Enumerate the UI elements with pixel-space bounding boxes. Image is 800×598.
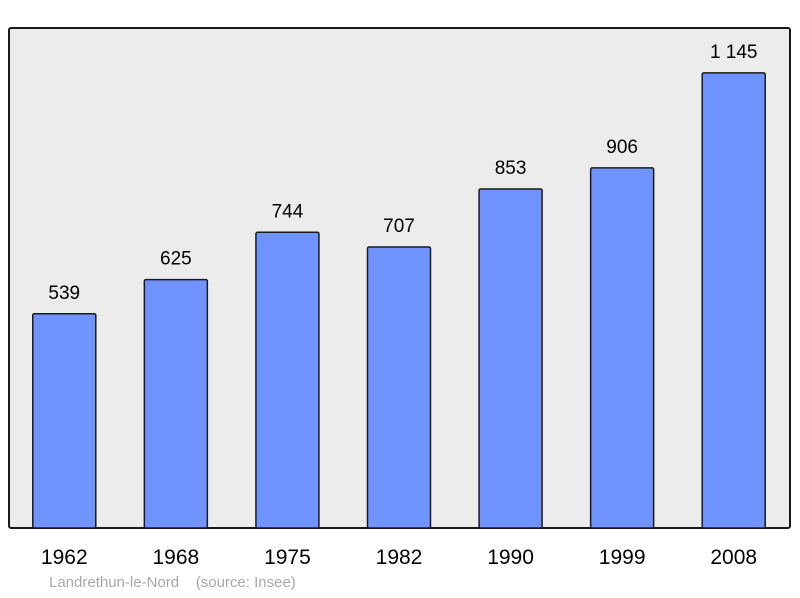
bar-1968 [143,278,209,529]
x-tick-label: 2008 [710,546,757,569]
x-tick-label: 1990 [487,546,534,569]
value-label-1999: 906 [606,137,638,158]
footer-caption: Landrethun-le-Nord (source: Insee) [49,574,296,591]
commune-name: Landrethun-le-Nord [49,574,180,591]
bar-1990 [478,188,543,529]
x-tick-label: 1982 [376,546,423,569]
value-label-1990: 853 [495,158,527,179]
bar-1999 [589,167,655,529]
x-tick-label: 1968 [152,546,199,569]
bar-1962 [32,313,97,529]
x-tick-label: 1999 [599,546,646,569]
x-tick-label: 1975 [264,546,311,569]
value-label-1962: 539 [48,283,80,304]
value-label-2008: 1 145 [710,42,758,63]
value-label-1975: 744 [272,201,304,222]
x-tick-label: 1962 [41,546,88,569]
bar-2008 [701,72,766,529]
value-label-1968: 625 [160,249,192,270]
source-note: (source: Insee) [195,574,296,591]
bar-1982 [366,246,432,529]
value-label-1982: 707 [383,216,415,237]
bar-1975 [255,231,320,529]
